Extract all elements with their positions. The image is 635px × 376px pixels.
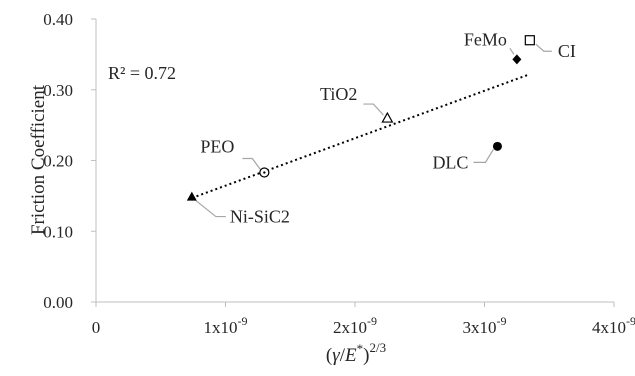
point-peo-dot [263, 171, 266, 174]
leader-ni-sic2 [195, 200, 226, 218]
leader-ci [535, 43, 552, 52]
trendline [191, 73, 531, 199]
r-squared-annotation: R² = 0.72 [108, 63, 176, 83]
leader-tio2 [363, 103, 384, 116]
point-dlc [492, 141, 502, 151]
x-tick-label-exponent: -9 [497, 314, 507, 328]
point-ci [524, 35, 535, 46]
x-tick-label-exponent: -9 [626, 314, 635, 328]
x-tick-label-base: 0 [92, 318, 101, 337]
label-peo: PEO [200, 137, 234, 157]
x-tick-label-exponent: -9 [367, 314, 377, 328]
label-dlc: DLC [432, 152, 468, 172]
label-tio2: TiO2 [320, 84, 357, 104]
label-ni-sic2: Ni-SiC2 [230, 207, 290, 227]
x-axis-title: (γ/E*)2/3 [326, 340, 386, 366]
leader-peo [242, 157, 261, 170]
x-tick-label-base: 2x10 [333, 318, 367, 337]
y-tick-label: 0.30 [43, 81, 73, 100]
x-tick-label-base: 4x10 [592, 318, 626, 337]
y-tick-label: 0.10 [43, 222, 73, 241]
axes: 0.000.100.200.300.400 1x10-9 2x10-9 3x10-9 4… [43, 10, 635, 337]
leader-femo [509, 47, 515, 55]
leader-lines [195, 43, 552, 218]
point-peo [259, 167, 270, 178]
label-femo: FeMo [464, 29, 507, 49]
data-points [186, 35, 535, 201]
data-labels: Ni-SiC2 PEO TiO2 DLC FeMo CI [200, 29, 575, 226]
x-tick-label-base: 1x10 [204, 318, 238, 337]
point-femo [512, 54, 522, 65]
leader-dlc [473, 149, 494, 163]
y-tick-label: 0.40 [43, 10, 73, 29]
x-tick-label: 3x10-9 [463, 314, 507, 337]
y-axis-title: Friction Coefficient [28, 84, 49, 235]
x-tick-label-base: 3x10 [463, 318, 497, 337]
x-tick-label: 1x10-9 [204, 314, 248, 337]
trendline-group [191, 73, 531, 199]
label-ci: CI [558, 41, 576, 61]
y-tick-label: 0.00 [43, 293, 73, 312]
x-tick-label-exponent: -9 [238, 314, 248, 328]
x-tick-label: 2x10-9 [333, 314, 377, 337]
x-tick-label: 4x10-9 [592, 314, 635, 337]
point-tio2 [381, 111, 394, 123]
point-ni-sic2 [186, 191, 197, 201]
x-tick-label: 0 [92, 318, 101, 337]
y-tick-label: 0.20 [43, 152, 73, 171]
